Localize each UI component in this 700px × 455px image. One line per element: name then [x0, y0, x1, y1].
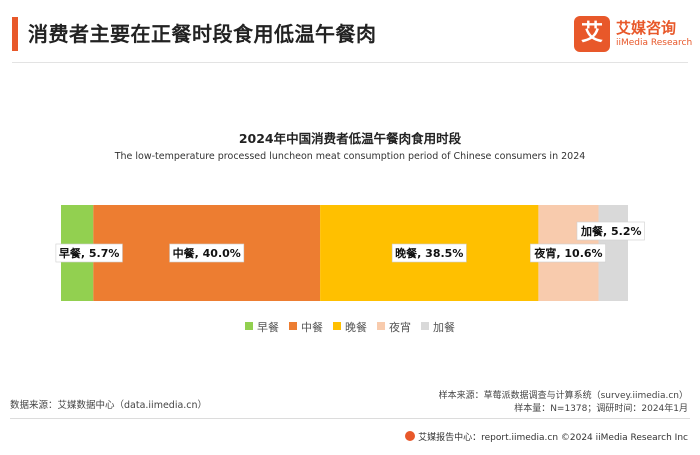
- data-label-text-segment-4: 加餐, 5.2%: [580, 224, 642, 238]
- data-label-text-segment-1: 中餐, 40.0%: [173, 246, 241, 260]
- page-title: 消费者主要在正餐时段食用低温午餐肉: [28, 22, 377, 46]
- data-label-segment-0: 早餐, 5.7%: [55, 243, 123, 263]
- legend-swatch-segment-3: [377, 322, 385, 330]
- data-label-segment-2: 晚餐, 38.5%: [391, 243, 467, 263]
- data-label-text-segment-2: 晚餐, 38.5%: [395, 246, 463, 260]
- data-label-segment-4: 加餐, 5.2%: [576, 221, 645, 241]
- legend-label-segment-1: 中餐: [301, 320, 323, 334]
- legend-swatch-segment-1: [289, 322, 297, 330]
- data-label-segment-3: 夜宵, 10.6%: [530, 243, 606, 263]
- data-label-text-segment-0: 早餐, 5.7%: [59, 246, 120, 260]
- chart-subtitle: The low-temperature processed luncheon m…: [114, 151, 586, 162]
- sample-source-note: 样本来源：草莓派数据调查与计算系统（survey.iimedia.cn）: [438, 391, 688, 401]
- title-accent-bar: [12, 17, 18, 51]
- legend-label-segment-4: 加餐: [433, 320, 455, 334]
- data-label-box-segment-1: [169, 243, 245, 263]
- brand-logo[interactable]: 艾 艾媒咨询 iiMedia Research: [574, 16, 694, 56]
- sample-info-note: 样本量：N=1378；调研时间：2024年1月: [514, 404, 688, 414]
- data-label-box-segment-0: [55, 243, 123, 263]
- data-label-box-segment-3: [530, 243, 606, 263]
- footer-text: 艾媒报告中心：report.iimedia.cn ©2024 iiMedia R…: [418, 433, 688, 443]
- data-label-box-segment-2: [391, 243, 467, 263]
- legend-swatch-segment-0: [245, 322, 253, 330]
- report-center-icon: [405, 431, 416, 441]
- data-source-note: 数据来源：艾媒数据中心（data.iimedia.cn）: [10, 400, 208, 411]
- legend-swatch-segment-4: [421, 322, 429, 330]
- legend-swatch-segment-2: [333, 322, 341, 330]
- legend-label-segment-2: 晚餐: [345, 320, 367, 334]
- chart-title: 2024年中国消费者低温午餐肉食用时段: [238, 131, 462, 146]
- logo-mark-icon: 艾: [574, 16, 610, 52]
- data-label-text-segment-3: 夜宵, 10.6%: [533, 246, 602, 260]
- data-label-segment-1: 中餐, 40.0%: [169, 243, 245, 263]
- footer: 艾媒报告中心：report.iimedia.cn ©2024 iiMedia R…: [405, 430, 688, 443]
- legend-label-segment-0: 早餐: [257, 320, 279, 334]
- legend-label-segment-3: 夜宵: [389, 320, 411, 334]
- logo-name-cn: 艾媒咨询: [616, 19, 677, 37]
- logo-name-en: iiMedia Research: [616, 38, 693, 48]
- data-label-box-segment-4: [576, 221, 645, 241]
- footer-divider: [10, 418, 690, 419]
- header-divider: [12, 62, 688, 63]
